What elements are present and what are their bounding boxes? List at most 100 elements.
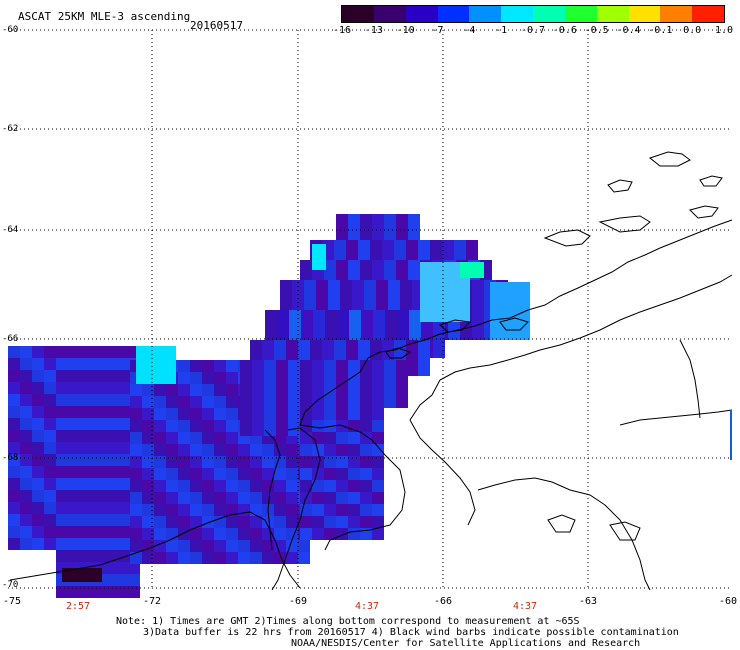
swath-cell: [490, 282, 530, 340]
swath-cell: [68, 418, 80, 430]
swath-cell: [286, 540, 298, 552]
swath-cell: [154, 480, 166, 492]
swath-cell: [20, 538, 32, 550]
swath-cell: [68, 382, 80, 394]
swath-cell: [433, 334, 445, 346]
swath-cell: [472, 316, 484, 328]
swath-cell: [340, 280, 352, 292]
swath-cell: [328, 280, 340, 292]
swath-cell: [324, 384, 336, 396]
swath-cell: [226, 480, 238, 492]
swath-cell: [433, 346, 445, 358]
swath-cell: [44, 514, 56, 526]
swath-cell: [92, 358, 104, 370]
swath-cell: [364, 292, 376, 304]
map-date: 20160517: [190, 19, 243, 32]
swath-cell: [384, 360, 396, 372]
swath-cell: [238, 492, 250, 504]
swath-cell: [397, 322, 409, 334]
swath-cell: [80, 550, 92, 562]
swath-cell: [130, 528, 142, 540]
swath-cell: [336, 260, 348, 272]
swath-cell: [324, 260, 336, 272]
swath-cell: [226, 492, 238, 504]
swath-cell: [190, 528, 202, 540]
swath-cell: [56, 526, 68, 538]
swath-cell: [214, 384, 226, 396]
swath-cell: [166, 396, 178, 408]
swath-cell: [190, 492, 202, 504]
swath-cell: [68, 478, 80, 490]
swath-cell: [104, 490, 116, 502]
swath-cell: [68, 358, 80, 370]
swath-cell: [142, 492, 154, 504]
swath-cell: [384, 214, 396, 226]
swath-cell: [8, 502, 20, 514]
swath-cell: [142, 456, 154, 468]
swath-cell: [360, 384, 372, 396]
swath-cell: [92, 346, 104, 358]
swath-cell: [166, 444, 178, 456]
swath-cell: [286, 516, 298, 528]
swath-cell: [68, 442, 80, 454]
swath-cell: [32, 478, 44, 490]
swath-cell: [8, 466, 20, 478]
swath-cell: [166, 480, 178, 492]
swath-cell: [32, 406, 44, 418]
swath-cell: [104, 514, 116, 526]
swath-cell: [116, 574, 128, 586]
swath-cell: [92, 442, 104, 454]
swath-cell: [226, 552, 238, 564]
swath-cell: [80, 526, 92, 538]
swath-cell: [154, 528, 166, 540]
swath-cell: [288, 424, 300, 436]
swath-cell: [262, 480, 274, 492]
swath-cell: [348, 492, 360, 504]
swath-cell: [8, 382, 20, 394]
swath-cell: [56, 406, 68, 418]
swath-cell: [250, 444, 262, 456]
swath-cell: [202, 540, 214, 552]
swath-cell: [44, 538, 56, 550]
swath-cell: [372, 456, 384, 468]
swath-cell: [298, 340, 310, 352]
swath-cell: [265, 322, 277, 334]
swath-cell: [178, 516, 190, 528]
swath-cell: [304, 292, 316, 304]
swath-cell: [68, 370, 80, 382]
swath-cell: [92, 514, 104, 526]
swath-cell: [388, 280, 400, 292]
swath-cell: [56, 358, 68, 370]
lat-label: -70: [2, 580, 19, 590]
swath-cell: [300, 384, 312, 396]
swath-cell: [400, 280, 412, 292]
swath-cell: [262, 540, 274, 552]
swath-cell: [250, 540, 262, 552]
swath-cell: [104, 526, 116, 538]
swath-cell: [80, 394, 92, 406]
swath-cell: [142, 540, 154, 552]
swath-cell: [240, 424, 252, 436]
swath-cell: [80, 430, 92, 442]
swath-cell: [44, 430, 56, 442]
swath-cell: [382, 340, 394, 352]
swath-cell: [44, 442, 56, 454]
swath-cell: [130, 552, 142, 564]
swath-cell: [68, 346, 80, 358]
swath-cell: [348, 214, 360, 226]
swath-cell: [252, 360, 264, 372]
swath-cell: [313, 310, 325, 322]
swath-cell: [324, 468, 336, 480]
swath-cell: [80, 538, 92, 550]
swath-cell: [346, 240, 358, 252]
swath-cell: [336, 384, 348, 396]
swath-cell: [20, 502, 32, 514]
swath-cell: [286, 444, 298, 456]
swath-cell: [166, 504, 178, 516]
swath-cell: [250, 468, 262, 480]
swath-cell: [56, 466, 68, 478]
colorbar-label: -16: [332, 25, 352, 36]
swath-cell: [116, 478, 128, 490]
swath-cell: [240, 400, 252, 412]
swath-cell: [92, 418, 104, 430]
